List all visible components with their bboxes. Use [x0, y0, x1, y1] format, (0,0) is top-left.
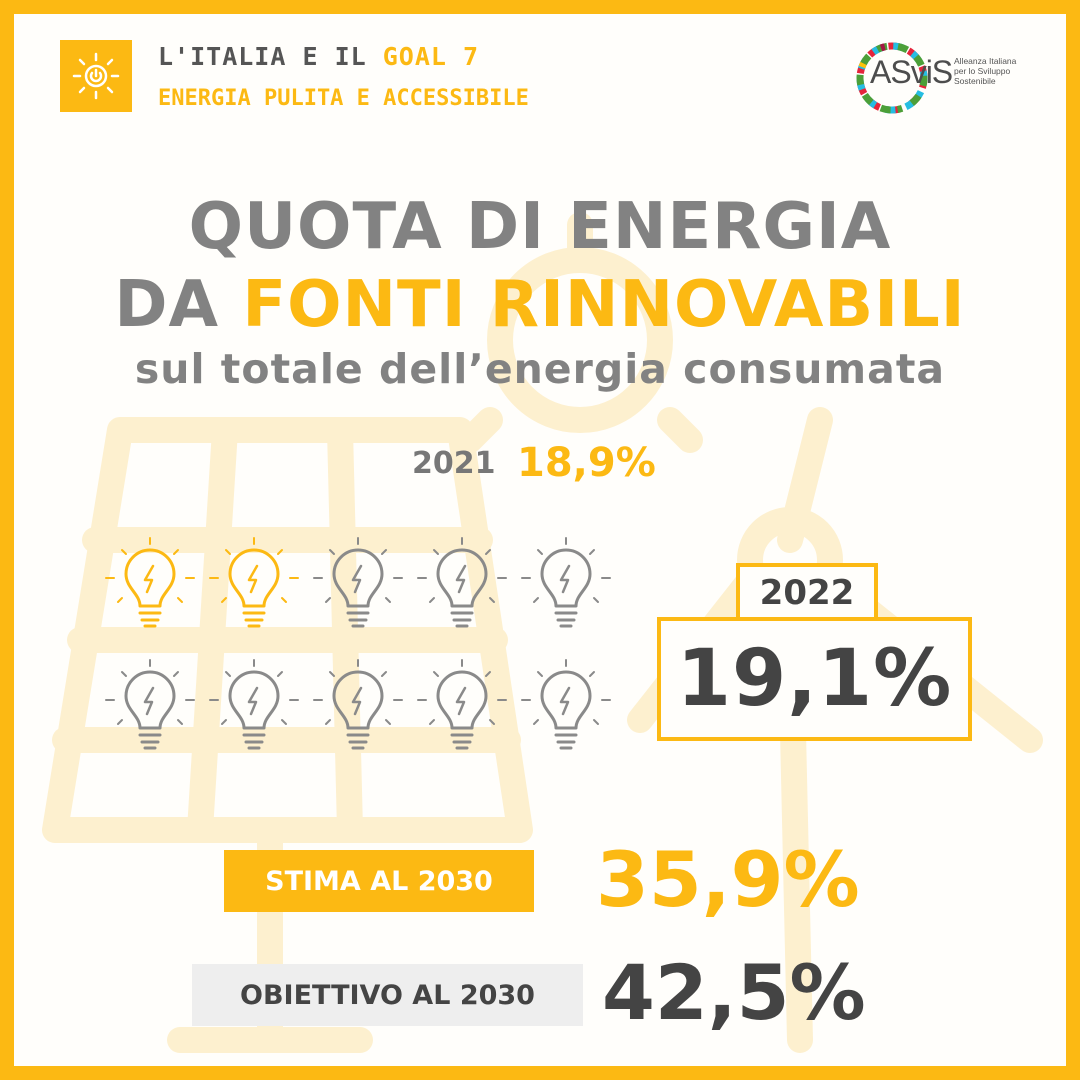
estimate-2030-value: 35,9%	[596, 835, 860, 924]
header-title-prefix: L'ITALIA E IL	[158, 42, 367, 71]
lightbulb-icon	[417, 537, 507, 628]
lightbulb-icon-lit	[105, 537, 195, 628]
sun-background-icon	[457, 212, 703, 453]
lightbulb-icon	[313, 537, 403, 628]
lightbulb-icon	[417, 659, 507, 750]
year-2022-value: 19,1%	[657, 617, 972, 741]
target-2030-value: 42,5%	[602, 948, 866, 1037]
main-subtitle: sul totale dell’energia consumata	[134, 345, 946, 393]
goal-badge	[60, 40, 132, 112]
lightbulb-icon-lit	[209, 537, 299, 628]
lightbulb-icon	[313, 659, 403, 750]
main-title-line1: QUOTA DI ENERGIA	[188, 190, 892, 264]
lightbulb-icon	[521, 537, 611, 628]
lightbulb-icon	[105, 659, 195, 750]
sdg-wheel-icon	[856, 42, 928, 114]
logo-wordmark: ASviS	[870, 54, 953, 90]
target-2030-label: OBIETTIVO AL 2030	[192, 964, 583, 1026]
estimate-2030-label: STIMA AL 2030	[224, 850, 534, 912]
year-2021-value: 18,9%	[517, 440, 656, 486]
lightbulb-grid	[105, 537, 611, 750]
year-2021-label: 2021	[412, 446, 496, 481]
sun-power-icon	[72, 52, 120, 100]
main-title-accent: FONTI RINNOVABILI	[242, 268, 966, 342]
logo-subtitle: Alleanza Italiana per lo Sviluppo Sosten…	[954, 56, 1017, 86]
lightbulb-icon	[521, 659, 611, 750]
header-title: L'ITALIA E IL GOAL 7	[158, 42, 479, 71]
year-2022-label: 2022	[736, 563, 878, 623]
main-title-line2: DA FONTI RINNOVABILI	[0, 268, 1080, 342]
header-subtitle: ENERGIA PULITA E ACCESSIBILE	[158, 86, 529, 111]
main-title-prefix: DA	[114, 268, 220, 342]
asvis-logo: ASviS Alleanza Italiana per lo Sviluppo …	[852, 38, 1032, 118]
lightbulb-icon	[209, 659, 299, 750]
header-goal: GOAL 7	[382, 42, 480, 71]
